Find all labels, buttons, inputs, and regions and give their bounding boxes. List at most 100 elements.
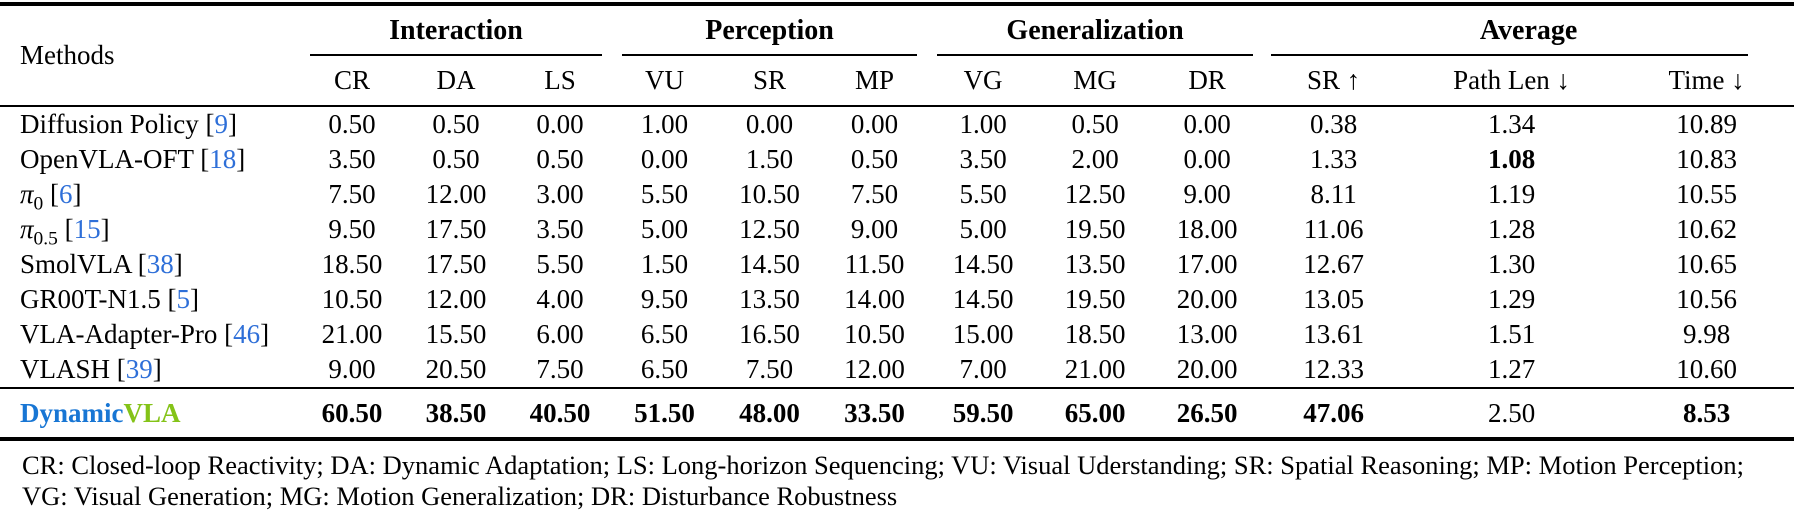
- method-cell: OpenVLA-OFT [18]: [0, 142, 300, 177]
- value-cell: 40.50: [508, 388, 613, 441]
- method-cell: π0 [6]: [0, 177, 300, 215]
- value-cell: 1.33: [1309, 144, 1358, 174]
- value-cell: 13.61: [1303, 319, 1364, 349]
- value-cell: 16.50: [739, 319, 800, 349]
- value-cell: 33.50: [822, 388, 928, 441]
- value-cell: 11.50: [844, 249, 905, 279]
- col-header-path-len-down: Path Len ↓: [1404, 56, 1620, 107]
- value-cell: 5.50: [959, 179, 1007, 209]
- citation-link[interactable]: [18]: [193, 144, 246, 174]
- value-cell: 0.00: [536, 109, 584, 139]
- value-cell: 18.00: [1176, 214, 1238, 244]
- value-cell: 7.00: [927, 352, 1040, 389]
- value-cell: 12.00: [822, 352, 928, 389]
- value-cell: 12.00: [425, 179, 487, 209]
- value-cell: 13.05: [1303, 284, 1364, 314]
- value-cell: 1.00: [640, 109, 689, 139]
- value-cell: 9.50: [328, 214, 376, 244]
- value-cell: 2.50: [1404, 388, 1620, 441]
- value-cell: 48.00: [717, 388, 823, 441]
- citation-link[interactable]: [6]: [43, 179, 82, 209]
- value-cell: 1.51: [1487, 319, 1536, 349]
- method-name-part: Diffusion Policy: [20, 109, 199, 139]
- value-cell: 5.50: [536, 249, 584, 279]
- citation-number[interactable]: 46: [233, 319, 261, 349]
- value-cell: 0.38: [1309, 109, 1358, 139]
- value-cell: 7.50: [508, 352, 613, 389]
- value-cell: 12.50: [1064, 179, 1126, 209]
- value-cell: 65.00: [1039, 388, 1152, 441]
- citation-number[interactable]: 6: [59, 179, 73, 209]
- value-cell: 5.50: [640, 179, 689, 209]
- group-header-average: Average: [1263, 4, 1794, 56]
- citation-link[interactable]: [46]: [217, 319, 270, 349]
- value-cell: 1.50: [640, 249, 689, 279]
- value-cell: 10.62: [1676, 214, 1737, 244]
- citation-number[interactable]: 39: [125, 354, 153, 384]
- value-cell: 59.50: [927, 388, 1040, 441]
- value-cell: 9.00: [300, 352, 404, 389]
- citation-link[interactable]: [15]: [57, 214, 110, 244]
- citation-number[interactable]: 18: [209, 144, 237, 174]
- value-cell: 12.50: [739, 214, 800, 244]
- citation-link[interactable]: [39]: [110, 354, 162, 384]
- col-header-mp: MP: [822, 56, 928, 107]
- citation-number[interactable]: 5: [176, 284, 191, 314]
- citation-link[interactable]: [38]: [131, 249, 183, 279]
- value-cell: 3.50: [328, 144, 376, 174]
- value-cell: 10.83: [1676, 144, 1737, 174]
- method-cell: π0.5 [15]: [0, 212, 300, 250]
- table-row: OpenVLA-OFT [18] 3.50 0.50 0.50 0.00 1.50 0.50…: [0, 142, 1794, 177]
- value-cell: 2.00: [1071, 144, 1119, 174]
- method-cell: VLA-Adapter-Pro [46]: [0, 317, 300, 352]
- col-header-time-down: Time ↓: [1619, 56, 1794, 107]
- value-cell: 20.50: [404, 352, 508, 389]
- group-header-perception: Perception: [612, 4, 927, 56]
- value-cell: 6.50: [640, 319, 689, 349]
- value-cell: 1.19: [1487, 179, 1536, 209]
- citation-link[interactable]: [9]: [198, 109, 238, 139]
- value-cell: 0.50: [432, 144, 480, 174]
- value-cell: 0.00: [1183, 144, 1231, 174]
- table-row: π0 [6] 7.50 12.00 3.00 5.50 10.50 7.50 5.50 12.5…: [0, 177, 1794, 215]
- value-cell: 3.00: [536, 179, 584, 209]
- value-cell: 14.50: [952, 284, 1014, 314]
- value-cell: 1.00: [959, 109, 1007, 139]
- highlight-row: DynamicVLA 60.50 38.50 40.50 51.50 48.00 33.50…: [0, 388, 1794, 441]
- value-cell: 3.50: [536, 214, 584, 244]
- table-row: SmolVLA [38] 18.50 17.50 5.50 1.50 14.50 11.50…: [0, 247, 1794, 282]
- method-name-part: Dynamic: [20, 397, 124, 428]
- value-cell: 12.67: [1303, 249, 1364, 279]
- method-name-part: GR00T-N1.5: [20, 284, 161, 314]
- col-header-vu: VU: [612, 56, 718, 107]
- col-header-da: DA: [404, 56, 508, 107]
- value-cell: 17.50: [425, 214, 487, 244]
- metric-header-row: CR DA LS VU SR MP VG MG DR SR ↑ Path Len…: [0, 56, 1794, 107]
- value-cell: 14.50: [739, 249, 800, 279]
- method-cell: GR00T-N1.5 [5]: [0, 282, 300, 317]
- col-header-sr-up: SR ↑: [1263, 56, 1405, 107]
- value-cell: 10.65: [1676, 249, 1737, 279]
- citation-number[interactable]: 15: [73, 214, 101, 244]
- citation-number[interactable]: 38: [146, 249, 174, 279]
- value-cell: 1.27: [1404, 352, 1620, 389]
- method-name-part: π: [20, 214, 34, 244]
- citation-number[interactable]: 9: [214, 109, 229, 139]
- value-cell: 0.50: [328, 109, 376, 139]
- value-cell: 0.50: [432, 109, 480, 139]
- method-name-part: 0.5: [33, 228, 58, 250]
- value-cell: 14.50: [952, 249, 1014, 279]
- value-cell: 17.00: [1176, 249, 1238, 279]
- method-name-part: 0: [33, 193, 44, 215]
- value-cell: 4.00: [536, 284, 584, 314]
- method-name-part: OpenVLA-OFT: [20, 144, 194, 174]
- table-row: VLASH [39] 9.00 20.50 7.50 6.50 7.50 12.00 7.00…: [0, 352, 1794, 389]
- citation-link[interactable]: [5]: [160, 284, 200, 314]
- method-cell: SmolVLA [38]: [0, 247, 300, 282]
- value-cell: 13.00: [1176, 319, 1238, 349]
- group-header-interaction: Interaction: [300, 4, 612, 56]
- value-cell: 7.50: [850, 179, 899, 209]
- value-cell: 1.34: [1487, 109, 1536, 139]
- value-cell: 20.00: [1151, 352, 1264, 389]
- value-cell: 3.50: [959, 144, 1007, 174]
